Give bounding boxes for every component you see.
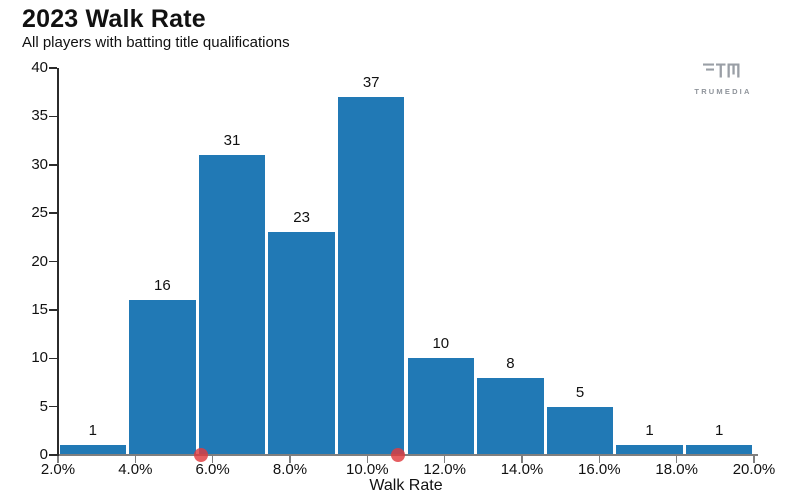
y-axis-tick: [49, 454, 57, 456]
x-axis-tick: [366, 456, 369, 463]
x-axis-tick: [521, 456, 523, 463]
y-axis-line: [56, 68, 59, 456]
x-axis-tick: [675, 456, 678, 463]
chart-subtitle: All players with batting title qualifica…: [22, 34, 290, 51]
y-tick-label: 5: [39, 397, 48, 415]
axis-marker-dot: [391, 447, 406, 462]
histogram-bar: [337, 97, 405, 455]
histogram-bar: [477, 377, 544, 455]
bar-count-label: 5: [575, 383, 585, 401]
y-tick-label: 35: [31, 107, 48, 125]
histogram-bar: [685, 445, 753, 455]
chart-title: 2023 Walk Rate: [22, 5, 206, 33]
x-tick-label: 2.0%: [40, 461, 76, 478]
bar-count-label: 8: [506, 354, 515, 372]
x-tick-label: 4.0%: [118, 461, 153, 478]
y-tick-label: 25: [31, 204, 48, 222]
y-axis-tick: [49, 67, 57, 69]
x-tick-label: 20.0%: [732, 461, 776, 478]
bar-count-label: 16: [154, 277, 171, 295]
x-tick-label: 12.0%: [423, 461, 466, 478]
y-tick-label: 15: [31, 300, 48, 318]
y-tick-label: 30: [31, 155, 48, 173]
y-axis-tick: [49, 115, 57, 118]
histogram-bar: [59, 445, 127, 455]
trumedia-watermark: TRUMEDIA: [690, 62, 756, 96]
x-axis-tick: [289, 456, 291, 463]
x-axis-tick: [598, 456, 601, 463]
bar-count-label: 1: [88, 422, 97, 440]
y-tick-label: 40: [31, 59, 48, 76]
x-axis-line: [57, 454, 758, 456]
bar-count-label: 1: [645, 422, 654, 440]
bar-count-label: 23: [293, 209, 310, 227]
histogram-bar: [268, 232, 335, 455]
histogram-bar: [546, 406, 614, 455]
histogram-bar: [616, 445, 683, 455]
x-tick-label: 10.0%: [346, 461, 389, 478]
x-axis-tick: [57, 456, 59, 463]
y-axis-tick: [49, 405, 57, 408]
bar-count-label: 31: [223, 132, 241, 150]
y-axis-tick: [49, 309, 57, 311]
trumedia-logo-text: TRUMEDIA: [694, 87, 752, 96]
x-axis-tick: [443, 456, 446, 463]
histogram-bar: [129, 300, 196, 455]
axis-marker-dot: [194, 447, 209, 462]
y-axis-tick: [49, 260, 57, 263]
bar-count-label: 1: [715, 422, 724, 440]
y-tick-label: 0: [39, 446, 48, 463]
x-tick-label: 18.0%: [655, 461, 698, 478]
y-axis-tick: [49, 164, 57, 166]
y-axis-tick: [49, 212, 57, 214]
x-tick-label: 14.0%: [500, 461, 544, 478]
y-tick-label: 10: [31, 349, 48, 367]
histogram-bar: [198, 155, 266, 455]
x-axis-tick: [211, 456, 214, 463]
x-tick-label: 16.0%: [578, 461, 621, 478]
x-tick-label: 8.0%: [272, 461, 308, 478]
x-tick-label: 6.0%: [195, 461, 230, 478]
trumedia-logo-icon: [703, 63, 740, 78]
bar-count-label: 37: [362, 74, 380, 92]
bar-count-label: 10: [432, 335, 450, 353]
histogram-bar: [407, 358, 475, 455]
x-axis-title: Walk Rate: [369, 477, 443, 494]
y-axis-tick: [49, 357, 57, 359]
x-axis-tick: [753, 456, 755, 463]
x-axis-tick: [134, 456, 137, 463]
y-tick-label: 20: [31, 252, 48, 270]
